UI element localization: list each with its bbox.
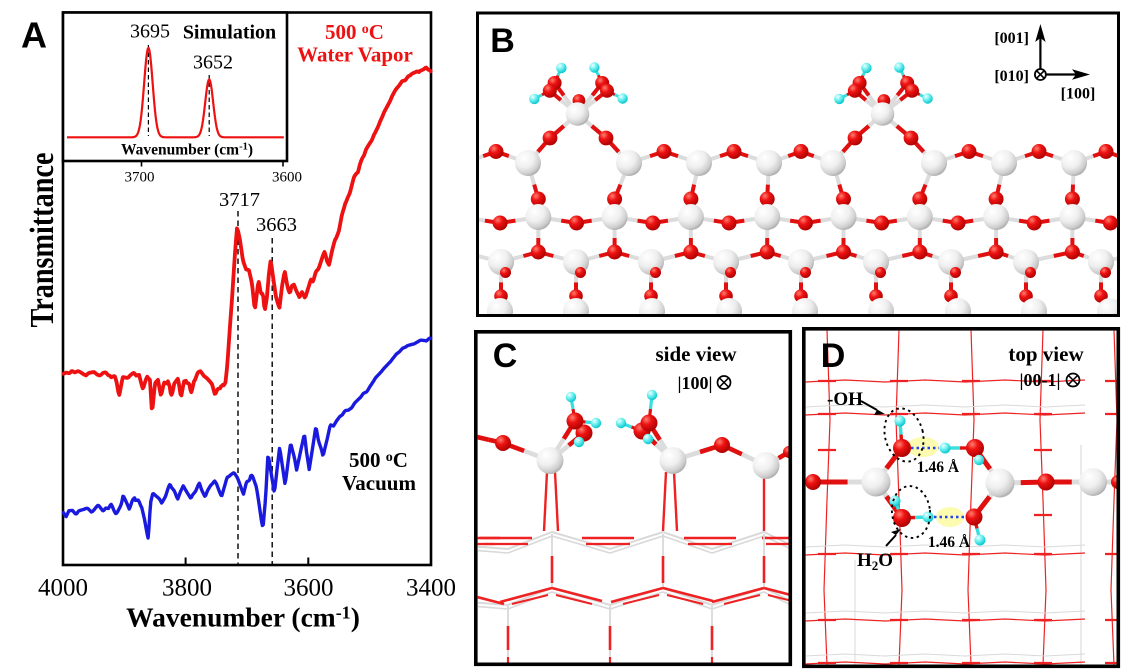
svg-text:top view: top view — [1008, 342, 1084, 366]
svg-text:Transmittance: Transmittance — [23, 152, 61, 327]
svg-text:3652: 3652 — [193, 52, 233, 74]
svg-text:B: B — [490, 22, 515, 60]
svg-text:1.46 Å: 1.46 Å — [928, 534, 971, 551]
svg-text:1.46 Å: 1.46 Å — [917, 459, 960, 476]
svg-text:A: A — [21, 15, 47, 56]
svg-text:3800: 3800 — [162, 575, 212, 602]
svg-text:Wavenumber (cm-1): Wavenumber (cm-1) — [121, 142, 253, 159]
svg-text:[100]: [100] — [1061, 86, 1096, 103]
svg-text:3695: 3695 — [130, 21, 170, 43]
svg-text:[010]: [010] — [994, 68, 1029, 85]
svg-text:H2O: H2O — [857, 550, 893, 573]
svg-text:|100|: |100| — [678, 373, 713, 393]
svg-text:|00-1|: |00-1| — [1020, 370, 1061, 390]
svg-text:3600: 3600 — [284, 575, 334, 602]
svg-text:D: D — [821, 337, 846, 375]
svg-text:3700: 3700 — [125, 170, 155, 186]
svg-text:-OH: -OH — [827, 389, 863, 410]
svg-text:C: C — [493, 337, 518, 375]
svg-text:4000: 4000 — [38, 575, 88, 602]
svg-text:3663: 3663 — [256, 214, 297, 236]
svg-text:Simulation: Simulation — [183, 22, 276, 44]
svg-text:3717: 3717 — [219, 189, 260, 211]
svg-text:500 oC: 500 oC — [325, 20, 384, 44]
svg-text:500 oC: 500 oC — [349, 448, 408, 472]
svg-text:Vacuum: Vacuum — [342, 471, 416, 495]
svg-text:[001]: [001] — [994, 30, 1029, 47]
svg-text:3400: 3400 — [406, 575, 456, 602]
svg-text:3600: 3600 — [272, 170, 302, 186]
svg-text:Wavenumber (cm-1): Wavenumber (cm-1) — [126, 602, 360, 633]
svg-text:side view: side view — [655, 342, 737, 366]
svg-text:Water Vapor: Water Vapor — [297, 43, 413, 67]
